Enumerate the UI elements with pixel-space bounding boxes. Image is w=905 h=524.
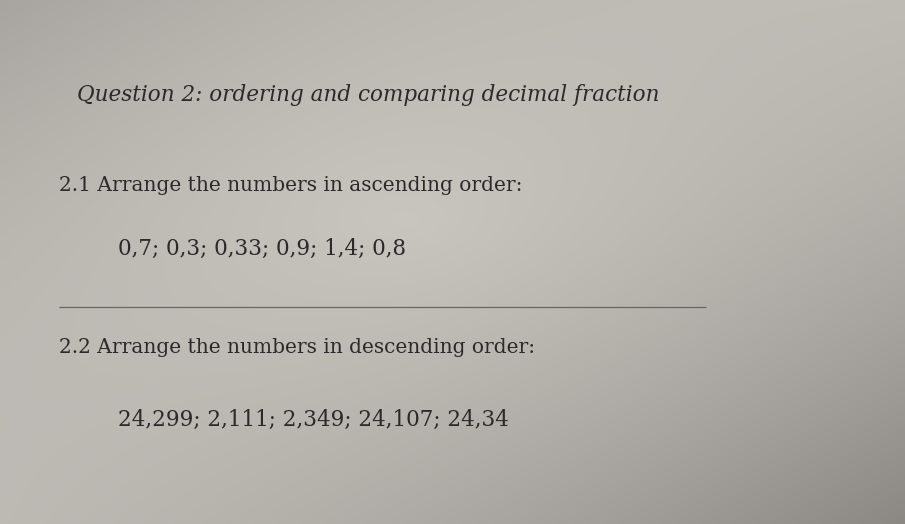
Text: 2.2 Arrange the numbers in descending order:: 2.2 Arrange the numbers in descending or… bbox=[59, 338, 535, 357]
Text: 0,7; 0,3; 0,33; 0,9; 1,4; 0,8: 0,7; 0,3; 0,33; 0,9; 1,4; 0,8 bbox=[118, 238, 405, 260]
Text: 2.1 Arrange the numbers in ascending order:: 2.1 Arrange the numbers in ascending ord… bbox=[59, 176, 522, 194]
Text: 24,299; 2,111; 2,349; 24,107; 24,34: 24,299; 2,111; 2,349; 24,107; 24,34 bbox=[118, 409, 509, 431]
Text: Question 2: ordering and comparing decimal fraction: Question 2: ordering and comparing decim… bbox=[77, 84, 660, 106]
